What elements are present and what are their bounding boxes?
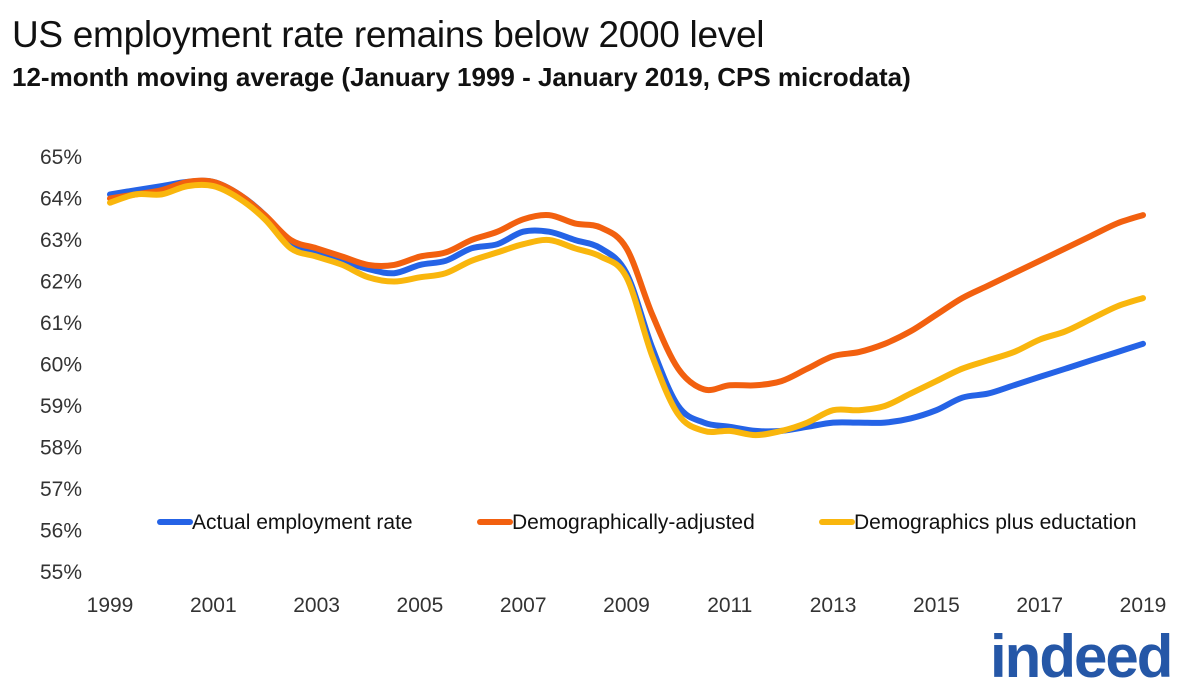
- x-tick-label: 2007: [500, 594, 547, 617]
- y-tick-label: 58%: [40, 437, 82, 460]
- x-tick-label: 2001: [190, 594, 237, 617]
- y-tick-label: 56%: [40, 520, 82, 543]
- indeed-logo: indeed: [990, 623, 1173, 690]
- legend-label: Demographics plus eductation: [854, 511, 1137, 534]
- y-tick-label: 64%: [40, 188, 82, 211]
- legend-label: Actual employment rate: [192, 511, 413, 534]
- x-tick-label: 2005: [397, 594, 444, 617]
- y-tick-label: 59%: [40, 395, 82, 418]
- y-tick-label: 65%: [40, 146, 82, 169]
- y-tick-label: 63%: [40, 229, 82, 252]
- y-tick-label: 61%: [40, 312, 82, 335]
- y-tick-label: 62%: [40, 271, 82, 294]
- legend: Actual employment rate Demographically-ad…: [157, 511, 1137, 534]
- demographics-education-line: [107, 181, 1146, 439]
- x-tick-label: 2003: [293, 594, 340, 617]
- x-tick-label: 2017: [1016, 594, 1063, 617]
- y-tick-label: 57%: [40, 478, 82, 501]
- x-tick-label: 2009: [603, 594, 650, 617]
- x-tick-label: 2013: [810, 594, 857, 617]
- x-tick-label: 2019: [1120, 594, 1167, 617]
- y-tick-label: 55%: [40, 561, 82, 584]
- x-axis: 1999 2001 2003 2005 2007 2009 2011 2013 2015 2017…: [87, 594, 1167, 617]
- x-tick-label: 2015: [913, 594, 960, 617]
- y-tick-label: 60%: [40, 354, 82, 377]
- x-tick-label: 1999: [87, 594, 134, 617]
- chart-title: US employment rate remains below 2000 le…: [12, 14, 765, 55]
- y-axis: 55% 56% 57% 58% 59% 60% 61% 62% 63% 64% 65%: [40, 146, 82, 584]
- chart-subtitle: 12-month moving average (January 1999 - …: [12, 62, 911, 92]
- demographically-adjusted-line: [107, 177, 1146, 394]
- x-tick-label: 2011: [707, 594, 752, 617]
- legend-label: Demographically-adjusted: [512, 511, 755, 534]
- series-lines: [107, 177, 1146, 439]
